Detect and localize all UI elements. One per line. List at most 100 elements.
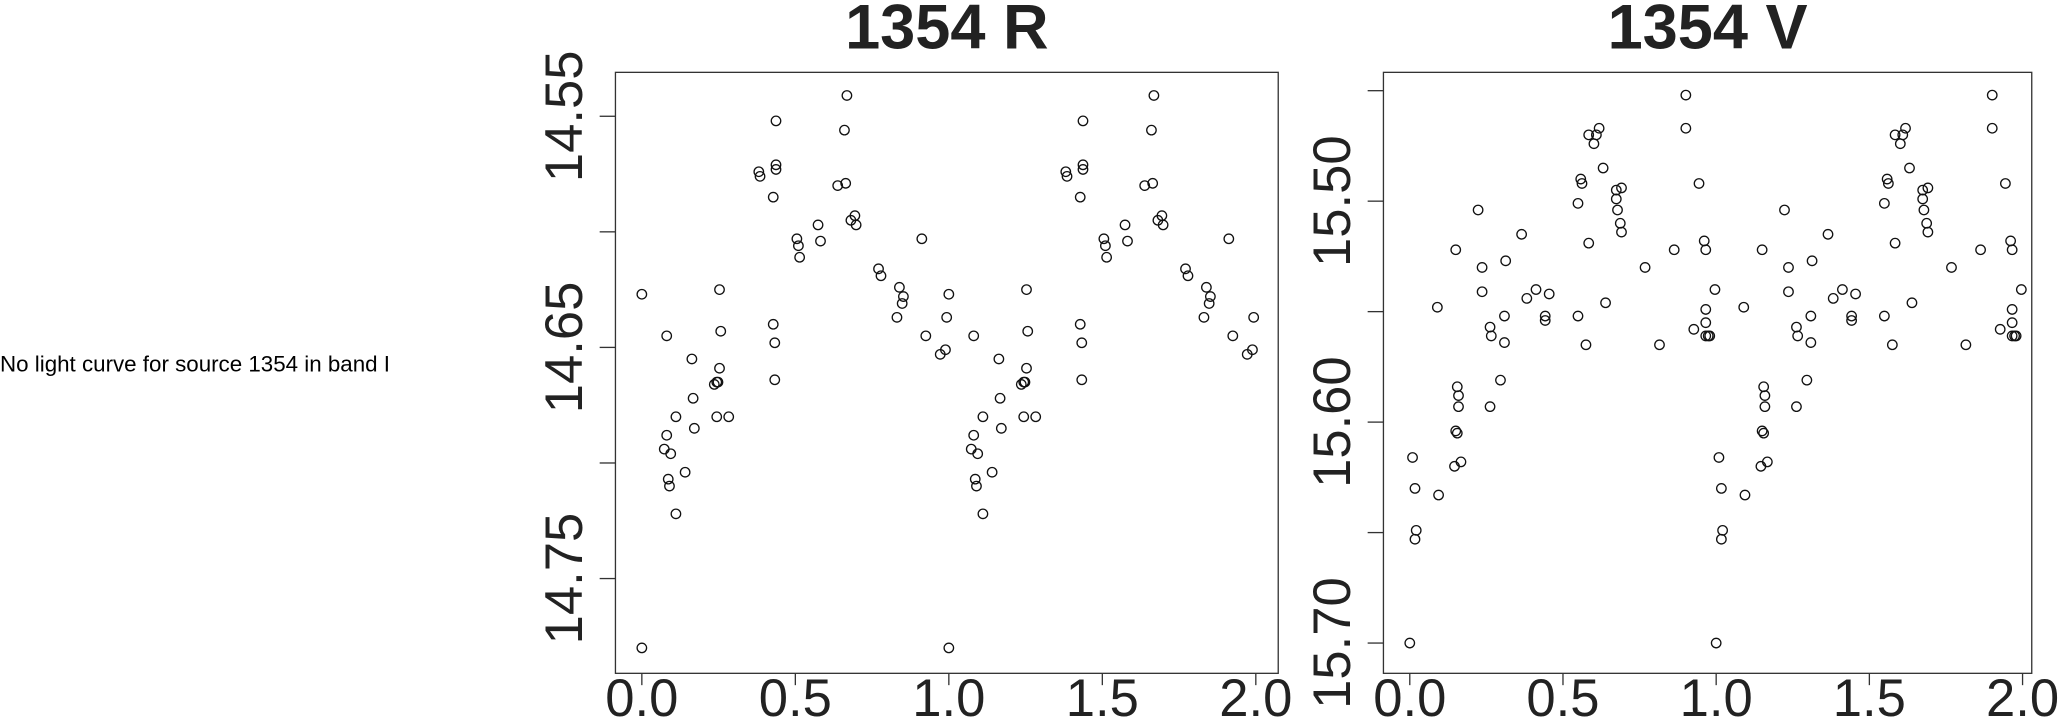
point (1516, 228, 1528, 240)
point (896, 298, 908, 309)
point (1614, 217, 1626, 229)
y-tick-label: 14.75 (535, 513, 594, 645)
point (1101, 251, 1113, 263)
point (1715, 482, 1727, 494)
point (1889, 237, 1901, 249)
point (1580, 339, 1592, 351)
x-tick-label: 1.5 (1066, 669, 1139, 722)
point (993, 353, 1005, 365)
point (940, 344, 951, 356)
point (1575, 173, 1587, 185)
point (1074, 191, 1086, 203)
point (1203, 298, 1215, 309)
x-tick-label: 2.0 (1219, 669, 1292, 722)
point (891, 311, 903, 323)
point (1593, 122, 1605, 134)
point (1698, 235, 1710, 247)
point (1756, 425, 1768, 437)
point (1530, 284, 1542, 295)
point (767, 318, 779, 330)
point (1827, 292, 1839, 304)
point (1521, 292, 1533, 304)
point (968, 429, 980, 441)
point (1837, 284, 1848, 295)
point (1076, 337, 1088, 349)
point (1881, 173, 1893, 185)
point (714, 362, 725, 374)
point (1801, 374, 1813, 386)
point (1806, 255, 1818, 267)
y-tick-label: 14.65 (535, 282, 594, 414)
y-tick-label: 15.50 (1303, 135, 1362, 267)
point (1248, 311, 1260, 323)
point (1077, 159, 1089, 171)
point (1917, 193, 1929, 205)
point (1453, 390, 1464, 401)
point (665, 448, 677, 460)
point (839, 124, 850, 136)
point (1906, 297, 1918, 309)
point (1019, 376, 1031, 388)
point (2006, 244, 2018, 256)
point (965, 443, 977, 455)
point (832, 180, 844, 191)
point (841, 90, 853, 101)
point (1680, 122, 1692, 134)
point (636, 642, 648, 654)
point (1433, 489, 1444, 501)
point (1139, 180, 1151, 191)
point (1639, 262, 1651, 273)
point (1612, 204, 1623, 216)
point (767, 191, 779, 203)
point (1404, 637, 1416, 649)
point (1758, 381, 1770, 393)
point (688, 422, 700, 434)
point (977, 411, 989, 423)
x-tick-label: 0.5 (1526, 669, 1599, 722)
y-tick-label: 15.60 (1303, 356, 1362, 488)
point (1247, 344, 1258, 356)
point (1846, 315, 1857, 326)
point (1583, 129, 1595, 141)
point (712, 376, 724, 388)
point (2000, 178, 2011, 189)
point (687, 392, 699, 404)
point (2006, 317, 2018, 329)
point (1792, 330, 1804, 342)
point (1688, 323, 1700, 335)
point (1759, 390, 1771, 401)
point (815, 235, 826, 247)
point (1583, 237, 1595, 249)
point (1451, 381, 1463, 393)
point (1710, 637, 1722, 649)
point (1975, 244, 1986, 256)
point (1455, 456, 1467, 468)
point (1894, 138, 1906, 150)
point (1484, 321, 1496, 333)
point (662, 473, 674, 485)
point (1060, 166, 1072, 178)
point (1882, 178, 1894, 189)
point (670, 508, 682, 520)
point (686, 353, 698, 365)
point (1761, 456, 1773, 468)
point (941, 311, 953, 323)
point (1986, 89, 1998, 101)
point (670, 411, 682, 423)
point (1805, 337, 1817, 348)
point (1616, 182, 1627, 194)
point (1472, 204, 1484, 216)
point (1223, 233, 1235, 245)
point (754, 170, 766, 182)
plot-frame (1382, 71, 2033, 674)
point (1451, 427, 1463, 439)
point (1148, 90, 1160, 101)
point (1021, 362, 1032, 374)
point (1791, 321, 1802, 333)
point (2006, 304, 2018, 315)
point (636, 288, 648, 300)
point (1738, 301, 1750, 313)
point (1700, 304, 1712, 315)
point (850, 219, 862, 231)
